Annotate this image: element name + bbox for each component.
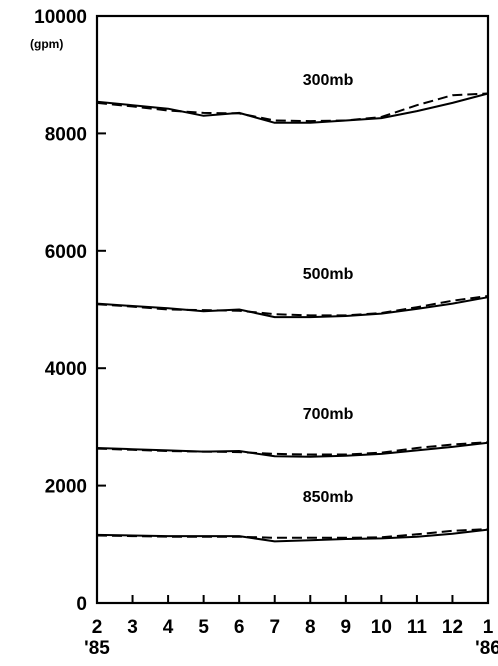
series-line-850mb-solid [96, 528, 489, 543]
x-year-label-start: '85 [84, 638, 110, 659]
y-tick-label: 6000 [45, 242, 87, 263]
x-tick-label: 5 [198, 617, 209, 638]
y-tick-label: 8000 [45, 124, 87, 145]
series-line-500mb-dashed [96, 295, 489, 317]
y-tick-label: 10000 [34, 7, 87, 28]
y-tick-label: 4000 [45, 359, 87, 380]
x-year-label-end: '86 [475, 638, 498, 659]
x-tick-label: 11 [407, 617, 428, 638]
x-tick-label: 12 [442, 617, 463, 638]
x-tick-label: 9 [341, 617, 352, 638]
series-group [96, 92, 489, 543]
y-tick-label: 0 [76, 594, 87, 615]
series-labels: 300mb 500mb 700mb 850mb [303, 72, 354, 506]
series-label: 500mb [303, 266, 354, 283]
x-tick-label: 8 [305, 617, 316, 638]
series-label: 300mb [303, 72, 354, 89]
x-tick-label: 6 [234, 617, 245, 638]
series-line-700mb-dashed [96, 441, 489, 456]
x-tick-label: 7 [269, 617, 280, 638]
plot-frame [95, 14, 490, 605]
series-line-500mb-solid [96, 296, 489, 319]
y-axis-unit-label: (gpm) [30, 37, 63, 51]
series-label: 700mb [303, 406, 354, 423]
x-axis: 2 3 4 5 6 7 8 9 10 11 12 1 [92, 595, 494, 638]
x-tick-label: 1 [483, 617, 494, 638]
series-line-300mb-solid [96, 92, 489, 124]
series-line-300mb-dashed [96, 92, 489, 123]
x-tick-label: 2 [92, 617, 103, 638]
x-tick-label: 4 [163, 617, 174, 638]
series-label: 850mb [303, 489, 354, 506]
x-tick-label: 3 [127, 617, 138, 638]
x-tick-label: 10 [371, 617, 392, 638]
series-line-850mb-dashed [96, 528, 489, 539]
y-axis: 0 2000 4000 6000 8000 10000 [34, 7, 106, 615]
y-tick-label: 2000 [45, 477, 87, 498]
